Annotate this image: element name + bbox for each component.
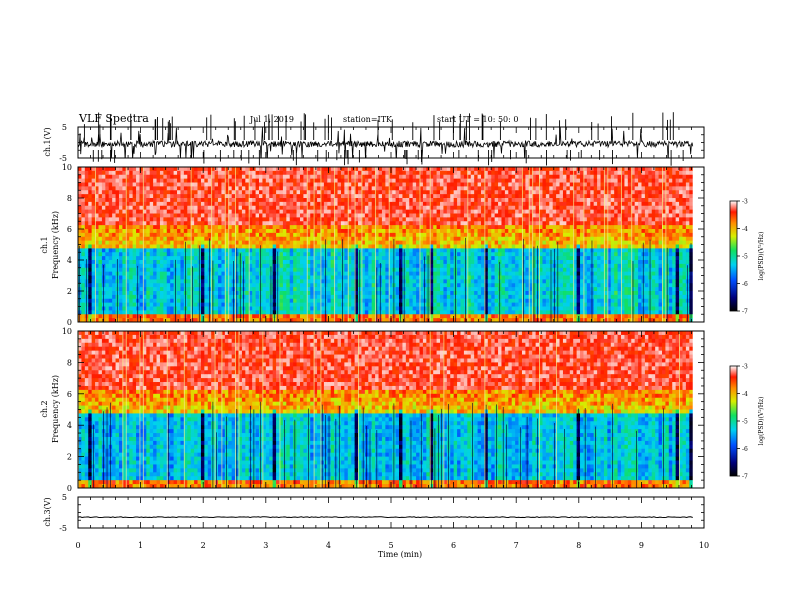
x-tick-label: 9: [639, 541, 644, 550]
colorbar-tick-label: -3: [742, 199, 748, 206]
ch1-colorbar-label: log(PSD)(V²/Hz): [758, 232, 765, 281]
ch3-ytick-bottom: -5: [59, 524, 67, 533]
freq-tick-label: 2: [67, 287, 72, 296]
colorbar-tick-label: -5: [742, 419, 748, 426]
ch1-waveform-ylabel: ch.1(V): [43, 127, 52, 156]
x-tick-label: 7: [514, 541, 519, 550]
x-tick-label: 1: [138, 541, 143, 550]
ch2-spectrogram-ylabel-channel: ch.2: [40, 400, 49, 417]
x-tick-label: 10: [699, 541, 709, 550]
ch1-waveform-panel: 5 -5 ch.1(V): [43, 112, 705, 166]
colorbar-tick-label: -3: [742, 364, 748, 371]
ch2-spectrogram-ylabel-frequency: Frequency (kHz): [51, 375, 60, 443]
date-label: Jul 1, 2019: [249, 115, 294, 124]
x-tick-label: 8: [576, 541, 581, 550]
freq-tick-label: 4: [67, 421, 72, 430]
x-tick-label: 2: [201, 541, 206, 550]
station-label: station=ITK: [343, 115, 393, 124]
colorbar-tick-label: -4: [742, 226, 748, 233]
freq-tick-label: 6: [67, 225, 72, 234]
x-tick-label: 0: [75, 541, 80, 550]
freq-tick-label: 2: [67, 453, 72, 462]
ch1-colorbar: [729, 200, 738, 312]
ch1-spectrogram-ylabel-frequency: Frequency (kHz): [51, 211, 60, 279]
freq-tick-label: 10: [62, 163, 72, 172]
ch1-ytick-top: 5: [62, 123, 67, 132]
ch3-waveform-panel: 5 -5 ch.3(V): [43, 493, 705, 533]
freq-tick-label: 8: [67, 358, 72, 367]
freq-tick-label: 10: [62, 327, 72, 336]
ch2-colorbar: [729, 365, 738, 477]
colorbar-tick-label: -7: [742, 474, 748, 481]
ch1-spectrogram-ylabel-channel: ch.1: [40, 236, 49, 253]
freq-tick-label: 0: [67, 484, 72, 493]
freq-tick-label: 6: [67, 390, 72, 399]
x-tick-label: 4: [326, 541, 331, 550]
freq-tick-label: 8: [67, 194, 72, 203]
colorbar-tick-label: -4: [742, 391, 748, 398]
ch1-ytick-bottom: -5: [59, 154, 67, 163]
colorbar-tick-label: -7: [742, 309, 748, 316]
x-tick-label: 5: [388, 541, 393, 550]
x-axis-tick-labels: 0 1 2 3 4 5 6 7 8 9 10: [75, 541, 709, 550]
figure-title: VLF Spectra: [78, 112, 149, 125]
x-tick-label: 6: [451, 541, 456, 550]
freq-tick-label: 0: [67, 318, 72, 327]
freq-tick-label: 4: [67, 256, 72, 265]
colorbar-tick-label: -5: [742, 254, 748, 261]
colorbar-tick-label: -6: [742, 281, 748, 288]
x-tick-label: 3: [263, 541, 268, 550]
ch2-colorbar-label: log(PSD)(V²/Hz): [758, 397, 765, 446]
x-axis-label: Time (min): [378, 550, 422, 559]
ch3-waveform-ylabel: ch.3(V): [43, 497, 52, 526]
colorbar-tick-label: -6: [742, 446, 748, 453]
start-time-label: start UT = 10: 50: 0: [437, 115, 518, 124]
ch3-ytick-top: 5: [62, 493, 67, 502]
